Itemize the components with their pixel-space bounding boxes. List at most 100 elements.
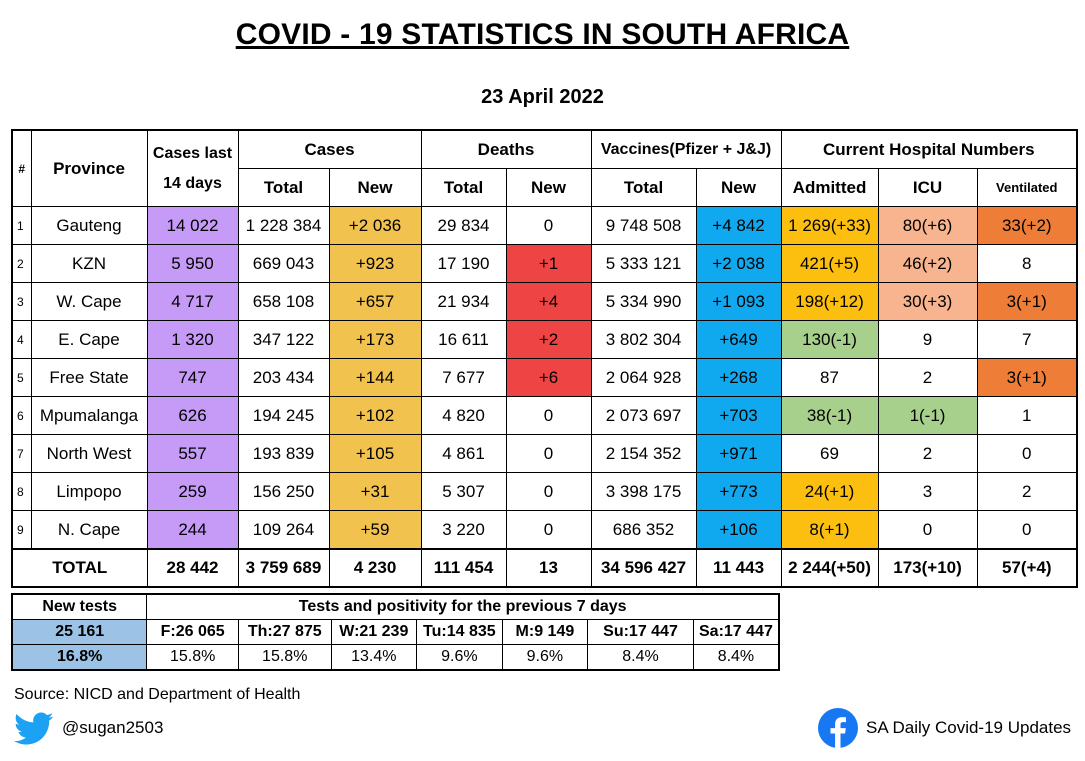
row-number: 3 — [11, 282, 32, 321]
province-name: Free State — [30, 358, 148, 397]
deaths-new: +6 — [505, 358, 592, 397]
vaccines-total: 3 802 304 — [590, 320, 697, 359]
vaccines-total: 5 333 121 — [590, 244, 697, 283]
hospital-icu: 46(+2) — [877, 244, 978, 283]
header-ventilated: Ventilated — [976, 168, 1078, 207]
total-vaccines-new: 11 443 — [695, 548, 782, 588]
cases-total: 1 228 384 — [237, 206, 330, 245]
header-cases-14-days: Cases last 14 days — [146, 129, 239, 207]
cases-14-days: 1 320 — [146, 320, 239, 359]
deaths-new: 0 — [505, 396, 592, 435]
tests-positivity: 9.6% — [416, 644, 503, 671]
deaths-total: 21 934 — [420, 282, 507, 321]
cases-total: 109 264 — [237, 510, 330, 550]
table-row: 8 Limpopo 259 156 250 +31 5 307 0 3 398 … — [11, 472, 1078, 511]
tests-day: Sa:17 447 — [692, 619, 780, 645]
hospital-icu: 30(+3) — [877, 282, 978, 321]
tests-day: F:26 065 — [146, 619, 239, 645]
row-number: 7 — [11, 434, 32, 473]
row-number: 9 — [11, 510, 32, 550]
cases-total: 194 245 — [237, 396, 330, 435]
row-number: 6 — [11, 396, 32, 435]
province-name: Limpopo — [30, 472, 148, 511]
vaccines-total: 2 154 352 — [590, 434, 697, 473]
table-row: 4 E. Cape 1 320 347 122 +173 16 611 +2 3… — [11, 320, 1078, 359]
twitter-bird-icon[interactable] — [14, 712, 54, 746]
hospital-icu: 2 — [877, 358, 978, 397]
total-cases-14-days: 28 442 — [146, 548, 239, 588]
row-number: 4 — [11, 320, 32, 359]
tests-day: Su:17 447 — [587, 619, 694, 645]
row-number: 2 — [11, 244, 32, 283]
table-row: 6 Mpumalanga 626 194 245 +102 4 820 0 2 … — [11, 396, 1078, 435]
cases-new: +144 — [328, 358, 422, 397]
header-hospital: Current Hospital Numbers — [780, 129, 1078, 169]
hospital-admitted: 24(+1) — [780, 472, 879, 511]
vaccines-new: +2 038 — [695, 244, 782, 283]
table-row: 2 KZN 5 950 669 043 +923 17 190 +1 5 333… — [11, 244, 1078, 283]
cases-new: +657 — [328, 282, 422, 321]
hospital-ventilated: 1 — [976, 396, 1078, 435]
stats-table: # Province Cases last 14 days Cases Deat… — [11, 129, 1079, 588]
deaths-new: +4 — [505, 282, 592, 321]
deaths-total: 4 861 — [420, 434, 507, 473]
cases-new: +923 — [328, 244, 422, 283]
hospital-ventilated: 7 — [976, 320, 1078, 359]
vaccines-new: +971 — [695, 434, 782, 473]
page-title: COVID - 19 STATISTICS IN SOUTH AFRICA — [235, 18, 850, 51]
cases-new: +173 — [328, 320, 422, 359]
header-icu: ICU — [877, 168, 978, 207]
facebook-icon[interactable] — [818, 708, 858, 748]
total-cases: 3 759 689 — [237, 548, 330, 588]
vaccines-total: 2 073 697 — [590, 396, 697, 435]
cases-new: +59 — [328, 510, 422, 550]
hospital-ventilated: 0 — [976, 434, 1078, 473]
tests-header: Tests and positivity for the previous 7 … — [146, 593, 780, 620]
header-vaccines-new: New — [695, 168, 782, 207]
row-number: 1 — [11, 206, 32, 245]
vaccines-new: +1 093 — [695, 282, 782, 321]
total-ventilated: 57(+4) — [976, 548, 1078, 588]
hospital-ventilated: 33(+2) — [976, 206, 1078, 245]
vaccines-new: +649 — [695, 320, 782, 359]
deaths-total: 29 834 — [420, 206, 507, 245]
cases-14-days: 626 — [146, 396, 239, 435]
new-tests-value: 25 161 — [11, 619, 148, 645]
tests-positivity: 8.4% — [587, 644, 694, 671]
province-name: W. Cape — [30, 282, 148, 321]
row-number: 8 — [11, 472, 32, 511]
new-tests-label: New tests — [11, 593, 148, 620]
deaths-total: 17 190 — [420, 244, 507, 283]
vaccines-total: 9 748 508 — [590, 206, 697, 245]
twitter-handle[interactable]: @sugan2503 — [62, 718, 164, 737]
total-admitted: 2 244(+50) — [780, 548, 879, 588]
hospital-admitted: 8(+1) — [780, 510, 879, 550]
vaccines-new: +106 — [695, 510, 782, 550]
table-row: 1 Gauteng 14 022 1 228 384 +2 036 29 834… — [11, 206, 1078, 245]
total-cases-new: 4 230 — [328, 548, 422, 588]
vaccines-total: 686 352 — [590, 510, 697, 550]
vaccines-new: +268 — [695, 358, 782, 397]
total-label: TOTAL — [11, 548, 148, 588]
cases-new: +31 — [328, 472, 422, 511]
deaths-total: 4 820 — [420, 396, 507, 435]
hospital-icu: 9 — [877, 320, 978, 359]
total-deaths: 111 454 — [420, 548, 507, 588]
hospital-icu: 80(+6) — [877, 206, 978, 245]
facebook-page-name[interactable]: SA Daily Covid-19 Updates — [866, 718, 1072, 737]
header-num: # — [11, 129, 32, 207]
deaths-new: +2 — [505, 320, 592, 359]
header-vaccines-total: Total — [590, 168, 697, 207]
hospital-admitted: 198(+12) — [780, 282, 879, 321]
hospital-icu: 0 — [877, 510, 978, 550]
cases-total: 156 250 — [237, 472, 330, 511]
total-row: TOTAL 28 442 3 759 689 4 230 111 454 13 … — [11, 548, 1078, 588]
province-name: Mpumalanga — [30, 396, 148, 435]
hospital-ventilated: 2 — [976, 472, 1078, 511]
tests-positivity: 15.8% — [146, 644, 239, 671]
row-number: 5 — [11, 358, 32, 397]
province-name: Gauteng — [30, 206, 148, 245]
tests-day: W:21 239 — [330, 619, 418, 645]
cases-14-days: 259 — [146, 472, 239, 511]
province-name: E. Cape — [30, 320, 148, 359]
